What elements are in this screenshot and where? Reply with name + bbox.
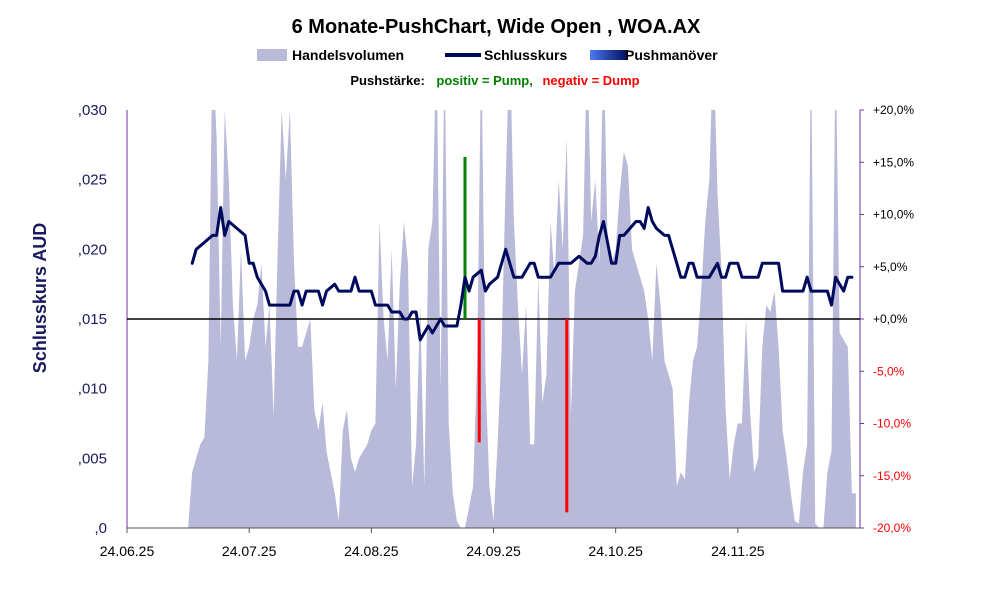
chart-title: 6 Monate-PushChart, Wide Open , WOA.AX [292, 16, 701, 38]
push-layer [463, 157, 569, 513]
legend-swatch-push [590, 50, 628, 60]
volume-area [127, 110, 856, 528]
y2-tick-label-4: +0,0% [873, 312, 908, 326]
x-tick-label-4: 24.10.25 [588, 543, 643, 559]
y-tick-label-2: ,020 [78, 241, 107, 258]
legend-label-close: Schlusskurs [484, 47, 567, 63]
push-legend: Pushstärke: positiv = Pump, negativ = Du… [350, 73, 639, 88]
y2-tick-label-2: +10,0% [873, 208, 914, 222]
y2-tick-label-0: +20,0% [873, 103, 914, 117]
push-legend-positive: positiv = Pump, [436, 73, 532, 88]
y-tick-label-5: ,005 [78, 450, 107, 467]
x-tick-label-3: 24.09.25 [466, 543, 521, 559]
y2-tick-label-7: -15,0% [873, 469, 911, 483]
legend-label-volume: Handelsvolumen [292, 47, 404, 63]
y-tick-label-1: ,025 [78, 172, 107, 189]
x-tick-label-5: 24.11.25 [711, 543, 765, 559]
y2-tick-label-1: +15,0% [873, 155, 914, 169]
plot-area: ,030 ,025 ,020 ,015 ,010 ,005 ,0 +20,0% +15,0% +1… [78, 102, 915, 559]
push-legend-label: Pushstärke: [350, 73, 424, 88]
y-tick-label-6: ,0 [94, 520, 107, 537]
y2-tick-label-5: -5,0% [873, 364, 905, 378]
x-tick-label-1: 24.07.25 [222, 543, 277, 559]
y-tick-label-0: ,030 [78, 102, 107, 119]
close-line [190, 206, 854, 342]
x-tick-label-0: 24.06.25 [100, 543, 155, 559]
close-layer [190, 206, 854, 342]
legend-label-push: Pushmanöver [625, 47, 718, 63]
y-axis-label: Schlusskurs AUD [30, 223, 50, 373]
y2-tick-label-6: -10,0% [873, 417, 911, 431]
legend-swatch-volume [257, 49, 287, 61]
push-bar-0 [463, 157, 467, 319]
y-tick-label-3: ,015 [78, 311, 107, 328]
ticks-layer: ,030 ,025 ,020 ,015 ,010 ,005 ,0 +20,0% +15,0% +1… [78, 102, 915, 559]
volume-layer [127, 110, 856, 528]
push-bar-2 [565, 319, 569, 513]
push-bar-1 [477, 319, 481, 443]
y2-tick-label-8: -20,0% [873, 521, 911, 535]
x-tick-label-2: 24.08.25 [344, 543, 399, 559]
push-legend-negative: negativ = Dump [542, 73, 639, 88]
y2-tick-label-3: +5,0% [873, 260, 908, 274]
y-tick-label-4: ,010 [78, 381, 107, 398]
legend: Handelsvolumen Schlusskurs Pushmanöver [257, 47, 718, 63]
